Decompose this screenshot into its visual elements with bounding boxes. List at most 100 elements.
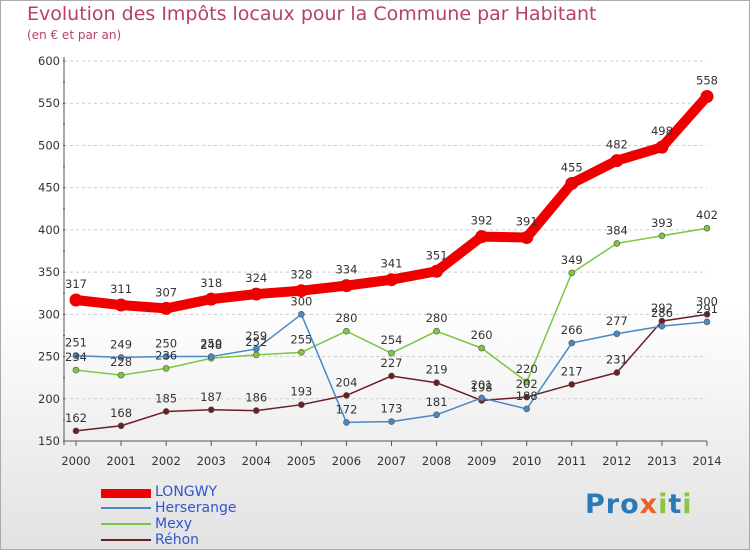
legend-swatch-r-hon [101,539,151,541]
x-tick-label-2013: 2013 [647,454,676,468]
data-point-r-hon-2014 [703,311,711,318]
data-label-longwy-2012: 482 [606,138,628,152]
chart-title: Evolution des Impôts locaux pour la Comm… [27,3,597,25]
data-label-mexy-2013: 393 [651,216,673,230]
data-label-mexy-2005: 255 [290,332,312,346]
data-label-herserange-2007: 173 [381,402,403,416]
legend-swatch-mexy [101,523,151,525]
x-tick-label-2002: 2002 [152,454,181,468]
x-tick-label-2005: 2005 [287,454,316,468]
data-point-mexy-2013 [658,232,666,240]
data-label-mexy-2010: 220 [516,362,538,376]
data-point-r-hon-2006 [343,392,350,399]
data-point-herserange-2013 [658,322,666,330]
data-point-longwy-2004 [249,287,263,301]
data-label-longwy-2007: 341 [381,257,403,271]
data-label-mexy-2006: 280 [335,311,357,325]
data-label-r-hon-2006: 204 [335,375,357,389]
data-label-herserange-2009: 201 [471,378,493,392]
data-point-herserange-2009 [478,394,485,402]
x-tick-label-2003: 2003 [197,454,226,468]
data-label-mexy-2002: 236 [155,348,177,362]
y-tick-label-300: 300 [38,307,60,321]
x-tick-label-2008: 2008 [422,454,451,468]
data-point-r-hon-2011 [568,381,576,388]
x-tick-label-2001: 2001 [106,454,135,468]
legend-label-longwy: LONGWY [155,484,218,500]
legend-swatch-longwy [101,489,151,498]
y-tick-label-350: 350 [38,265,60,279]
data-label-herserange-2013: 286 [651,306,673,320]
data-label-herserange-2014: 291 [696,302,718,316]
data-label-longwy-2010: 391 [516,214,538,228]
data-point-r-hon-2003 [207,406,215,414]
data-label-mexy-2000: 234 [65,350,87,364]
data-point-longwy-2002 [159,301,173,315]
data-label-longwy-2004: 324 [245,271,267,285]
x-tick-label-2004: 2004 [242,454,271,468]
data-point-mexy-2014 [703,224,711,232]
data-label-longwy-2003: 318 [200,276,222,290]
data-point-longwy-2007 [385,273,398,287]
legend-label-r-hon: Réhon [155,532,200,548]
x-tick-label-2009: 2009 [467,454,496,468]
data-point-longwy-2011 [565,176,579,190]
data-label-r-hon-2004: 186 [245,391,267,405]
data-label-mexy-2001: 228 [110,355,132,369]
y-tick-label-450: 450 [38,181,60,195]
data-label-longwy-2000: 317 [65,277,87,291]
data-point-mexy-2009 [478,344,485,352]
data-point-herserange-2011 [568,339,576,347]
data-point-mexy-2007 [388,349,395,357]
y-tick-label-550: 550 [38,96,60,110]
data-point-mexy-2011 [568,269,576,277]
data-point-mexy-2006 [343,327,350,335]
data-label-r-hon-2000: 162 [65,411,87,425]
data-label-herserange-2005: 300 [290,294,312,308]
data-label-mexy-2003: 248 [200,338,222,352]
data-label-r-hon-2002: 185 [155,391,177,405]
data-point-mexy-2001 [117,371,125,379]
data-label-r-hon-2014: 300 [696,294,718,308]
data-label-herserange-2011: 266 [561,323,583,337]
x-tick-label-2011: 2011 [557,454,586,468]
data-label-longwy-2013: 498 [651,124,673,138]
x-tick-label-2014: 2014 [692,454,721,468]
data-point-mexy-2005 [298,349,305,356]
data-point-herserange-2000 [72,352,80,360]
data-point-longwy-2006 [339,279,353,293]
data-point-r-hon-2007 [388,372,395,380]
data-point-r-hon-2012 [613,369,621,376]
data-label-r-hon-2009: 198 [471,380,493,394]
data-label-longwy-2008: 351 [426,248,448,262]
data-label-r-hon-2001: 168 [110,406,132,420]
data-point-r-hon-2005 [298,401,305,408]
data-label-mexy-2012: 384 [606,223,628,237]
data-point-mexy-2012 [613,240,621,247]
x-tick-label-2007: 2007 [377,454,406,468]
x-tick-label-2010: 2010 [512,454,541,468]
data-label-longwy-2001: 311 [110,282,132,296]
data-label-mexy-2011: 349 [561,253,583,267]
data-label-longwy-2005: 328 [290,268,312,282]
data-label-herserange-2006: 172 [335,402,357,416]
data-point-r-hon-2004 [252,407,260,414]
data-label-herserange-2003: 250 [200,337,222,351]
data-point-r-hon-2002 [162,408,170,415]
data-point-r-hon-2001 [117,422,125,430]
data-label-r-hon-2003: 187 [200,390,222,404]
data-point-longwy-2008 [430,264,444,278]
data-point-longwy-2005 [294,284,308,298]
data-point-herserange-2007 [388,418,395,425]
data-point-herserange-2014 [703,318,711,326]
data-point-herserange-2001 [117,354,125,361]
y-tick-label-150: 150 [38,434,60,448]
data-point-herserange-2005 [298,311,305,318]
data-point-longwy-2012 [610,154,624,168]
data-point-herserange-2003 [207,353,215,360]
data-label-herserange-2004: 259 [245,329,267,343]
legend-label-herserange: Herserange [155,500,237,516]
y-tick-label-200: 200 [38,392,60,406]
